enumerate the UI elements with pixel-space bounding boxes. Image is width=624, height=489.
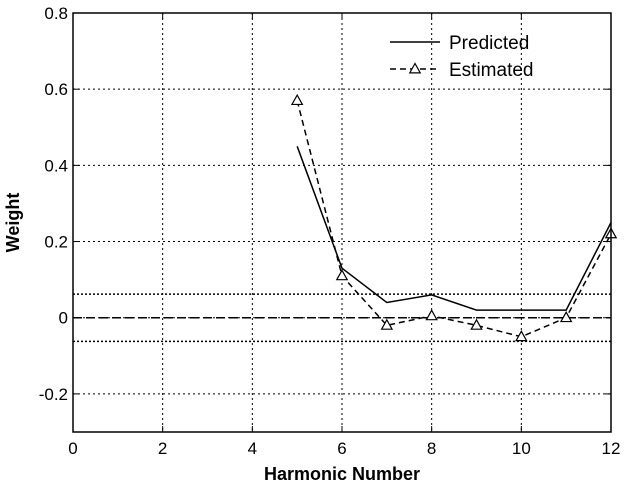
series-group: [290, 93, 618, 342]
x-tick-label: 4: [248, 439, 257, 458]
y-axis-label: Weight: [3, 193, 23, 253]
data-point-estimated: [515, 330, 528, 342]
legend-item-estimated: Estimated: [390, 60, 533, 81]
legend-label: Estimated: [449, 60, 533, 81]
series-line-estimated: [296, 100, 612, 338]
x-tick-label: 8: [427, 439, 436, 458]
y-tick-label: 0: [59, 309, 68, 328]
y-tick-label: 0.6: [44, 80, 68, 99]
series-estimated: [290, 93, 618, 342]
y-tick-label: 0.2: [44, 233, 68, 252]
reference-lines: [73, 293, 611, 343]
x-tick-label: 6: [337, 439, 346, 458]
legend-item-predicted: Predicted: [390, 33, 529, 54]
legend: Predicted Estimated: [390, 33, 533, 81]
data-point-estimated: [335, 269, 349, 281]
legend-label: Predicted: [449, 33, 529, 54]
data-point-estimated: [380, 318, 394, 330]
x-axis-label: Harmonic Number: [264, 464, 420, 484]
series-predicted: [296, 146, 612, 311]
series-line-predicted: [296, 146, 612, 311]
data-point-estimated: [425, 309, 438, 321]
x-tick-label: 12: [602, 439, 621, 458]
data-point-estimated: [559, 310, 573, 323]
tick-labels: 0 2 4 6 8 10 12 -0.2 0 0.2 0.4 0.6 0.8: [39, 4, 621, 458]
y-tick-label: -0.2: [39, 385, 68, 404]
x-tick-label: 0: [68, 439, 77, 458]
y-tick-label: 0.4: [44, 156, 68, 175]
legend-marker: [408, 62, 422, 74]
x-tick-label: 10: [512, 439, 531, 458]
data-point-estimated: [470, 318, 483, 330]
data-point-estimated: [290, 93, 304, 106]
y-tick-label: 0.8: [44, 4, 68, 23]
x-tick-label: 2: [158, 439, 167, 458]
